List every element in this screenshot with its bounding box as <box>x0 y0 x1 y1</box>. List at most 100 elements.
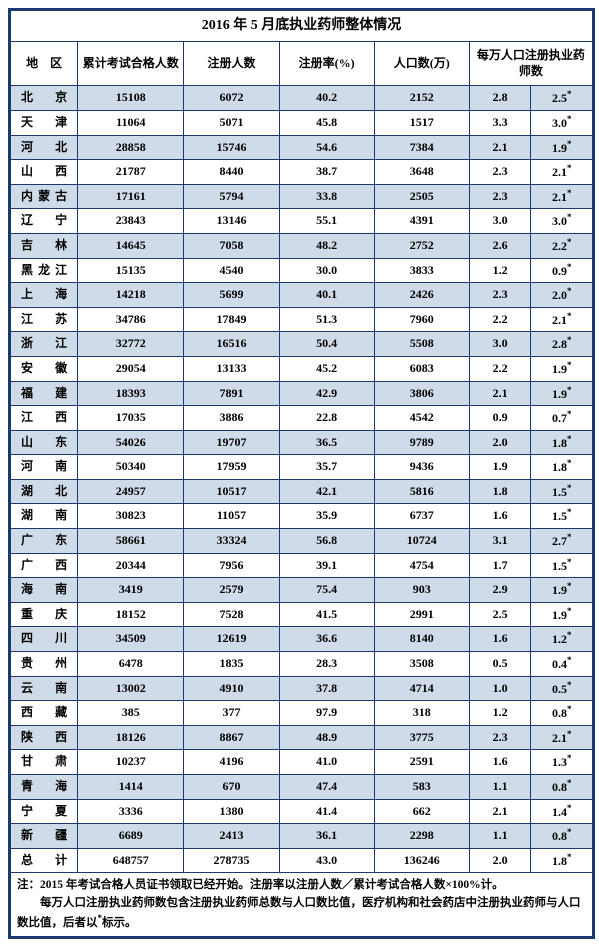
cell-rate: 97.9 <box>279 701 374 726</box>
col-pass: 累计考试合格人数 <box>78 42 184 86</box>
cell-region: 河 南 <box>11 455 78 480</box>
cell-per1: 2.6 <box>469 233 531 258</box>
cell-pop: 4542 <box>374 406 469 431</box>
table-row: 河 北288581574654.673842.11.9* <box>11 135 593 160</box>
cell-reg: 3886 <box>184 406 279 431</box>
cell-per2: 2.8* <box>531 332 593 357</box>
table-row: 广 东586613332456.8107243.12.7* <box>11 529 593 554</box>
table-row: 四 川345091261936.681401.61.2* <box>11 627 593 652</box>
cell-region: 宁 夏 <box>11 799 78 824</box>
cell-pass: 385 <box>78 701 184 726</box>
cell-rate: 47.4 <box>279 775 374 800</box>
cell-region: 黑龙江 <box>11 258 78 283</box>
cell-region: 总 计 <box>11 848 78 873</box>
cell-pass: 58661 <box>78 529 184 554</box>
cell-rate: 35.9 <box>279 504 374 529</box>
cell-pop: 9436 <box>374 455 469 480</box>
table-row: 山 西21787844038.736482.32.1* <box>11 160 593 185</box>
cell-reg: 11057 <box>184 504 279 529</box>
cell-rate: 22.8 <box>279 406 374 431</box>
cell-pass: 30823 <box>78 504 184 529</box>
cell-pass: 18126 <box>78 725 184 750</box>
cell-rate: 48.9 <box>279 725 374 750</box>
cell-pop: 5816 <box>374 479 469 504</box>
cell-pop: 7384 <box>374 135 469 160</box>
cell-per1: 2.3 <box>469 184 531 209</box>
cell-region: 北 京 <box>11 86 78 111</box>
cell-reg: 16516 <box>184 332 279 357</box>
cell-per2: 0.7* <box>531 406 593 431</box>
cell-region: 贵 州 <box>11 652 78 677</box>
cell-per1: 2.3 <box>469 283 531 308</box>
table-row: 福 建18393789142.938062.11.9* <box>11 381 593 406</box>
col-reg: 注册人数 <box>184 42 279 86</box>
cell-region: 新 疆 <box>11 824 78 849</box>
cell-pass: 18393 <box>78 381 184 406</box>
cell-rate: 45.2 <box>279 356 374 381</box>
cell-pop: 2591 <box>374 750 469 775</box>
cell-pass: 34786 <box>78 307 184 332</box>
pharmacist-table: 2016 年 5 月底执业药师整体情况 地 区 累计考试合格人数 注册人数 注册… <box>10 10 593 937</box>
cell-region: 天 津 <box>11 110 78 135</box>
cell-per2: 1.4* <box>531 799 593 824</box>
table-row: 河 南503401795935.794361.91.8* <box>11 455 593 480</box>
col-pop: 人口数(万) <box>374 42 469 86</box>
cell-per2: 3.0* <box>531 209 593 234</box>
cell-reg: 2579 <box>184 578 279 603</box>
cell-pop: 6083 <box>374 356 469 381</box>
cell-pass: 10237 <box>78 750 184 775</box>
cell-pop: 3648 <box>374 160 469 185</box>
cell-reg: 1835 <box>184 652 279 677</box>
cell-per2: 0.9* <box>531 258 593 283</box>
footnote-row: 注：2015 年考试合格人员证书领取已经开始。注册率以注册人数／累计考试合格人数… <box>11 873 593 937</box>
cell-reg: 7956 <box>184 553 279 578</box>
table-row: 贵 州6478183528.335080.50.4* <box>11 652 593 677</box>
cell-region: 重 庆 <box>11 602 78 627</box>
cell-reg: 15746 <box>184 135 279 160</box>
cell-region: 内蒙古 <box>11 184 78 209</box>
cell-region: 四 川 <box>11 627 78 652</box>
cell-reg: 8440 <box>184 160 279 185</box>
cell-per1: 0.5 <box>469 652 531 677</box>
cell-per2: 1.9* <box>531 602 593 627</box>
cell-per2: 1.3* <box>531 750 593 775</box>
cell-per2: 1.9* <box>531 381 593 406</box>
cell-per1: 2.3 <box>469 725 531 750</box>
cell-per1: 1.2 <box>469 701 531 726</box>
cell-pop: 9789 <box>374 430 469 455</box>
table-title: 2016 年 5 月底执业药师整体情况 <box>11 11 593 42</box>
cell-pass: 3419 <box>78 578 184 603</box>
cell-per1: 1.0 <box>469 676 531 701</box>
cell-per1: 1.2 <box>469 258 531 283</box>
cell-reg: 5794 <box>184 184 279 209</box>
cell-per2: 2.1* <box>531 184 593 209</box>
cell-pop: 2152 <box>374 86 469 111</box>
cell-rate: 41.4 <box>279 799 374 824</box>
table-row: 海 南3419257975.49032.91.9* <box>11 578 593 603</box>
cell-rate: 50.4 <box>279 332 374 357</box>
cell-per2: 0.4* <box>531 652 593 677</box>
cell-pop: 1517 <box>374 110 469 135</box>
cell-reg: 5071 <box>184 110 279 135</box>
cell-per2: 0.8* <box>531 701 593 726</box>
cell-per2: 1.2* <box>531 627 593 652</box>
cell-pop: 4754 <box>374 553 469 578</box>
cell-reg: 13133 <box>184 356 279 381</box>
cell-reg: 7528 <box>184 602 279 627</box>
cell-pop: 583 <box>374 775 469 800</box>
cell-rate: 41.5 <box>279 602 374 627</box>
cell-pass: 34509 <box>78 627 184 652</box>
cell-reg: 670 <box>184 775 279 800</box>
pharmacist-table-container: 2016 年 5 月底执业药师整体情况 地 区 累计考试合格人数 注册人数 注册… <box>8 8 595 939</box>
cell-reg: 4910 <box>184 676 279 701</box>
cell-per2: 2.5* <box>531 86 593 111</box>
cell-pop: 903 <box>374 578 469 603</box>
cell-rate: 45.8 <box>279 110 374 135</box>
cell-rate: 41.0 <box>279 750 374 775</box>
cell-per1: 1.9 <box>469 455 531 480</box>
cell-region: 湖 北 <box>11 479 78 504</box>
cell-rate: 40.2 <box>279 86 374 111</box>
cell-pop: 2298 <box>374 824 469 849</box>
cell-per1: 2.8 <box>469 86 531 111</box>
cell-reg: 5699 <box>184 283 279 308</box>
